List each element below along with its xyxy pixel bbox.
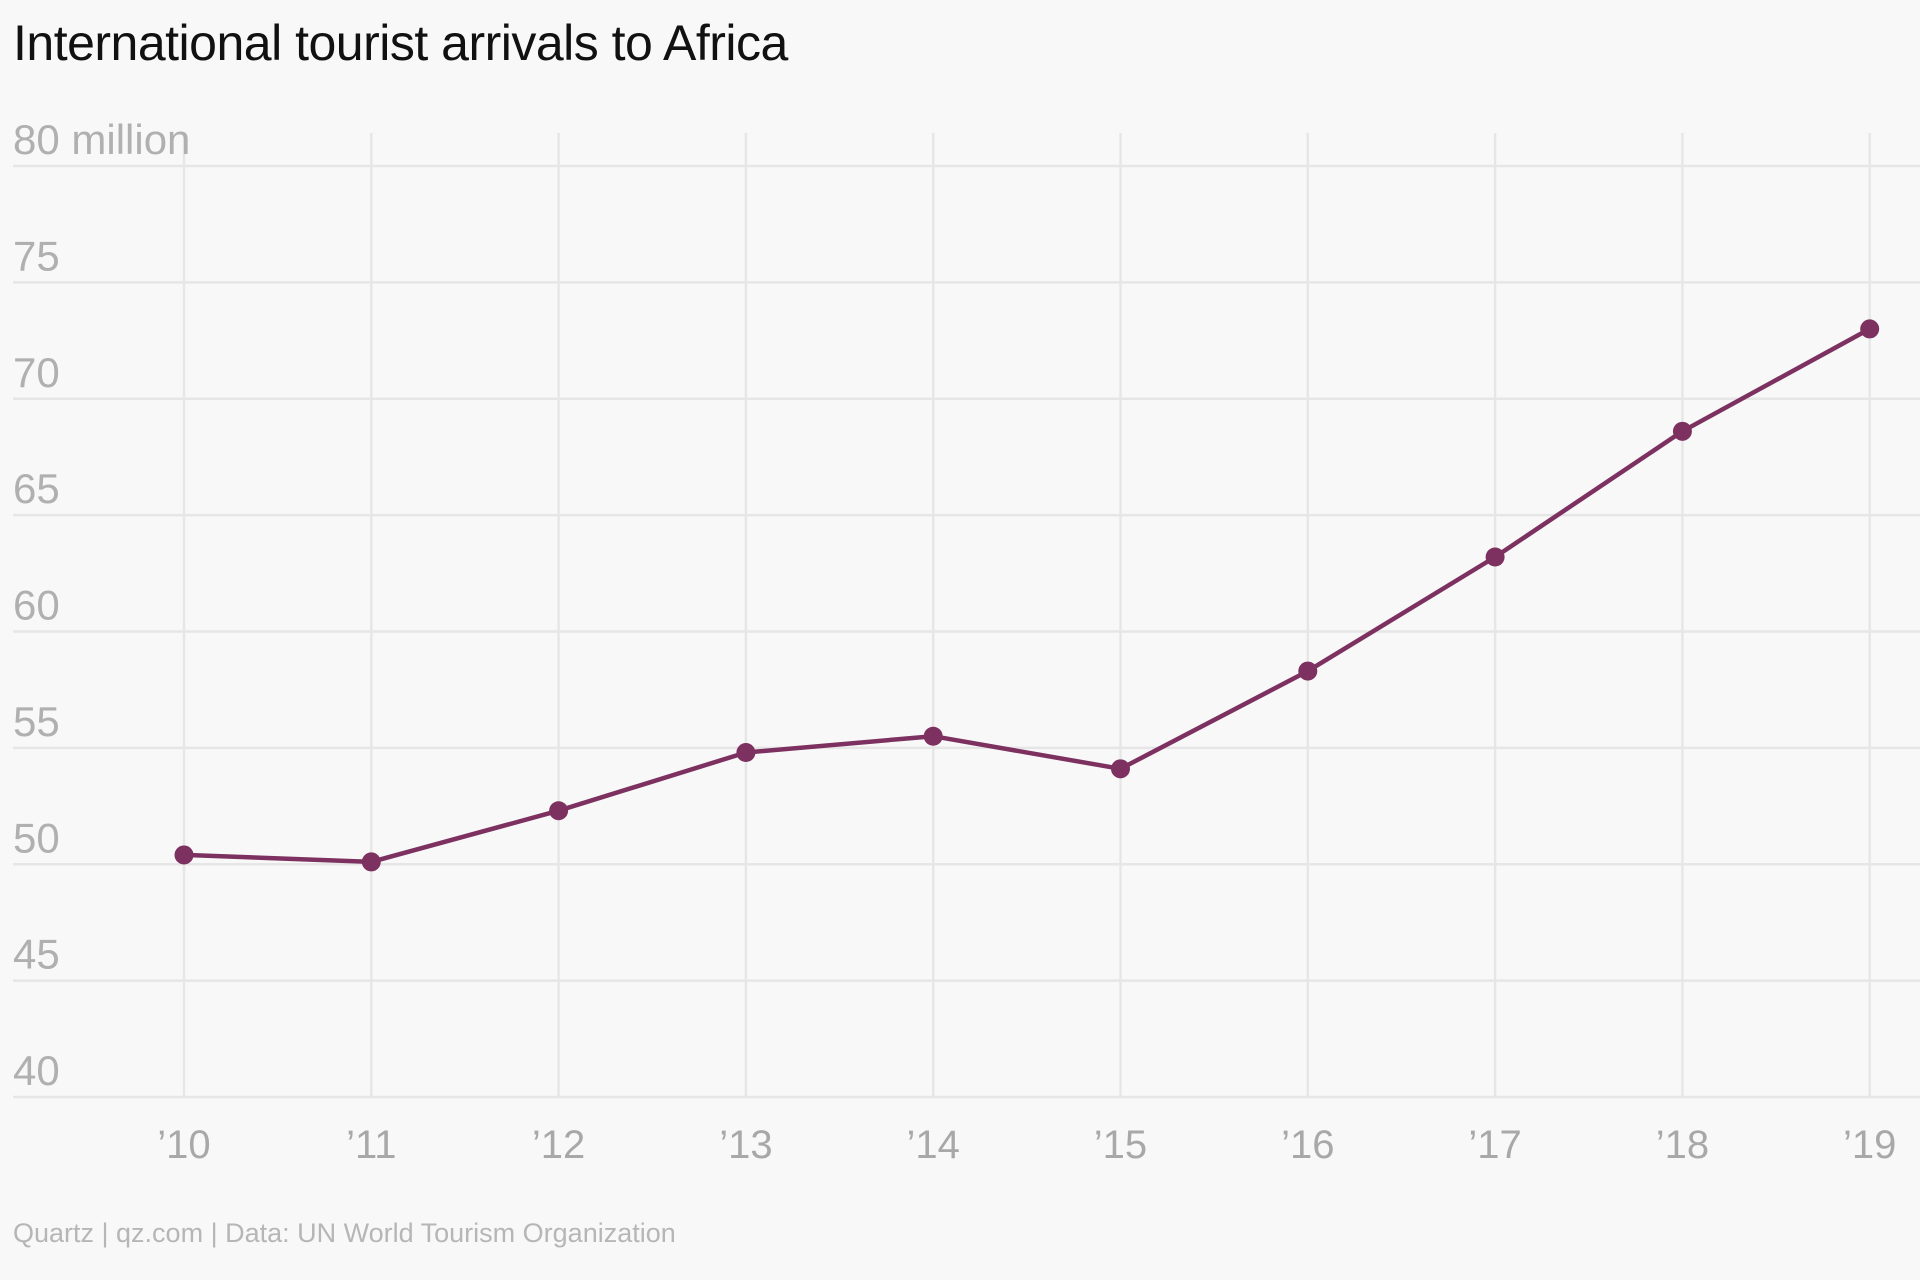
y-axis-tick-labels: 40 45 50 55 60 65 70 75 80 million — [13, 116, 190, 1094]
y-tick-label: 55 — [13, 698, 60, 745]
data-point — [1485, 547, 1505, 567]
data-point — [736, 743, 756, 763]
data-point — [1111, 759, 1130, 779]
y-tick-label: 75 — [13, 232, 60, 279]
series-line — [181, 326, 1872, 865]
y-tick-label: 45 — [13, 931, 60, 978]
data-point — [1672, 421, 1692, 441]
data-point — [923, 726, 943, 746]
y-tick-label: 40 — [13, 1047, 60, 1094]
vertical-gridlines — [182, 133, 1871, 1097]
data-point — [1860, 319, 1880, 339]
y-tick-label: 50 — [13, 814, 60, 861]
x-tick-label: ’16 — [1281, 1123, 1334, 1167]
series-layer — [174, 319, 1880, 872]
x-tick-label: ’19 — [1843, 1123, 1896, 1167]
y-tick-label: 65 — [13, 465, 60, 512]
source-footer: Quartz | qz.com | Data: UN World Tourism… — [13, 1218, 676, 1248]
x-tick-label: ’11 — [346, 1123, 396, 1167]
x-tick-label: ’15 — [1094, 1123, 1147, 1167]
x-tick-label: ’12 — [532, 1123, 585, 1167]
y-tick-label: 80 million — [13, 116, 190, 163]
chart-title: International tourist arrivals to Africa — [13, 15, 788, 71]
x-tick-label: ’10 — [157, 1123, 210, 1167]
horizontal-gridlines — [13, 164, 1920, 1099]
data-point — [549, 801, 569, 821]
x-tick-label: ’18 — [1656, 1123, 1709, 1167]
x-tick-label: ’13 — [719, 1123, 772, 1167]
data-point — [174, 845, 194, 865]
x-tick-label: ’17 — [1468, 1123, 1521, 1167]
y-tick-label: 60 — [13, 582, 60, 629]
data-point — [361, 852, 381, 872]
data-point — [1298, 661, 1318, 681]
y-tick-label: 70 — [13, 349, 60, 396]
x-tick-label: ’14 — [907, 1123, 960, 1167]
x-axis-tick-labels: ’10 ’11 ’12 ’13 ’14 ’15 ’16 ’17 ’18 ’19 — [157, 1123, 1896, 1167]
